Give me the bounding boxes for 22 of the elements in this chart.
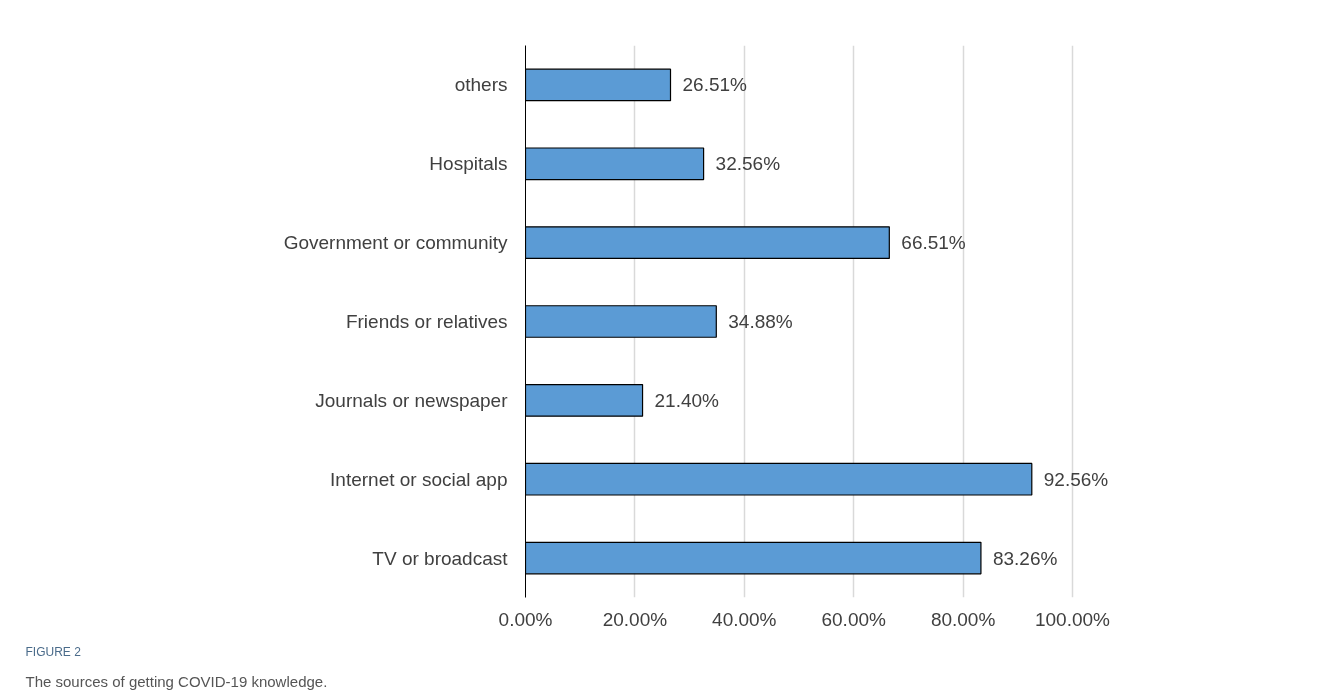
y-tick-label: Journals or newspaper xyxy=(315,389,509,411)
data-label: 83.26% xyxy=(992,547,1058,569)
x-tick-label: 80.00% xyxy=(930,608,996,630)
y-tick-label: Internet or social app xyxy=(330,468,508,490)
data-label: 92.56% xyxy=(1043,468,1109,490)
y-tick-label: Government or community xyxy=(283,232,508,254)
data-label: 34.88% xyxy=(728,311,793,332)
data-label: 66.51% xyxy=(901,232,966,254)
y-tick-label: others xyxy=(454,74,508,96)
x-tick-label: 0.00% xyxy=(498,608,553,630)
y-tick-label: TV or broadcast xyxy=(372,547,509,569)
y-tick-label: Hospitals xyxy=(429,153,508,175)
caption: FIGURE 2 xyxy=(25,644,82,659)
x-tick-label: 40.00% xyxy=(712,608,777,630)
x-tick-label: 20.00% xyxy=(602,608,668,630)
x-tick-label: 100.00% xyxy=(1035,608,1111,630)
x-tick-label: 60.00% xyxy=(821,608,887,630)
y-tick-label: Friends or relatives xyxy=(345,311,508,332)
text: The sources of getting COVID-19 knowledge. xyxy=(25,672,328,690)
data-label: 21.40% xyxy=(654,389,720,411)
data-label: 26.51% xyxy=(682,74,748,96)
data-label: 32.56% xyxy=(715,153,781,175)
